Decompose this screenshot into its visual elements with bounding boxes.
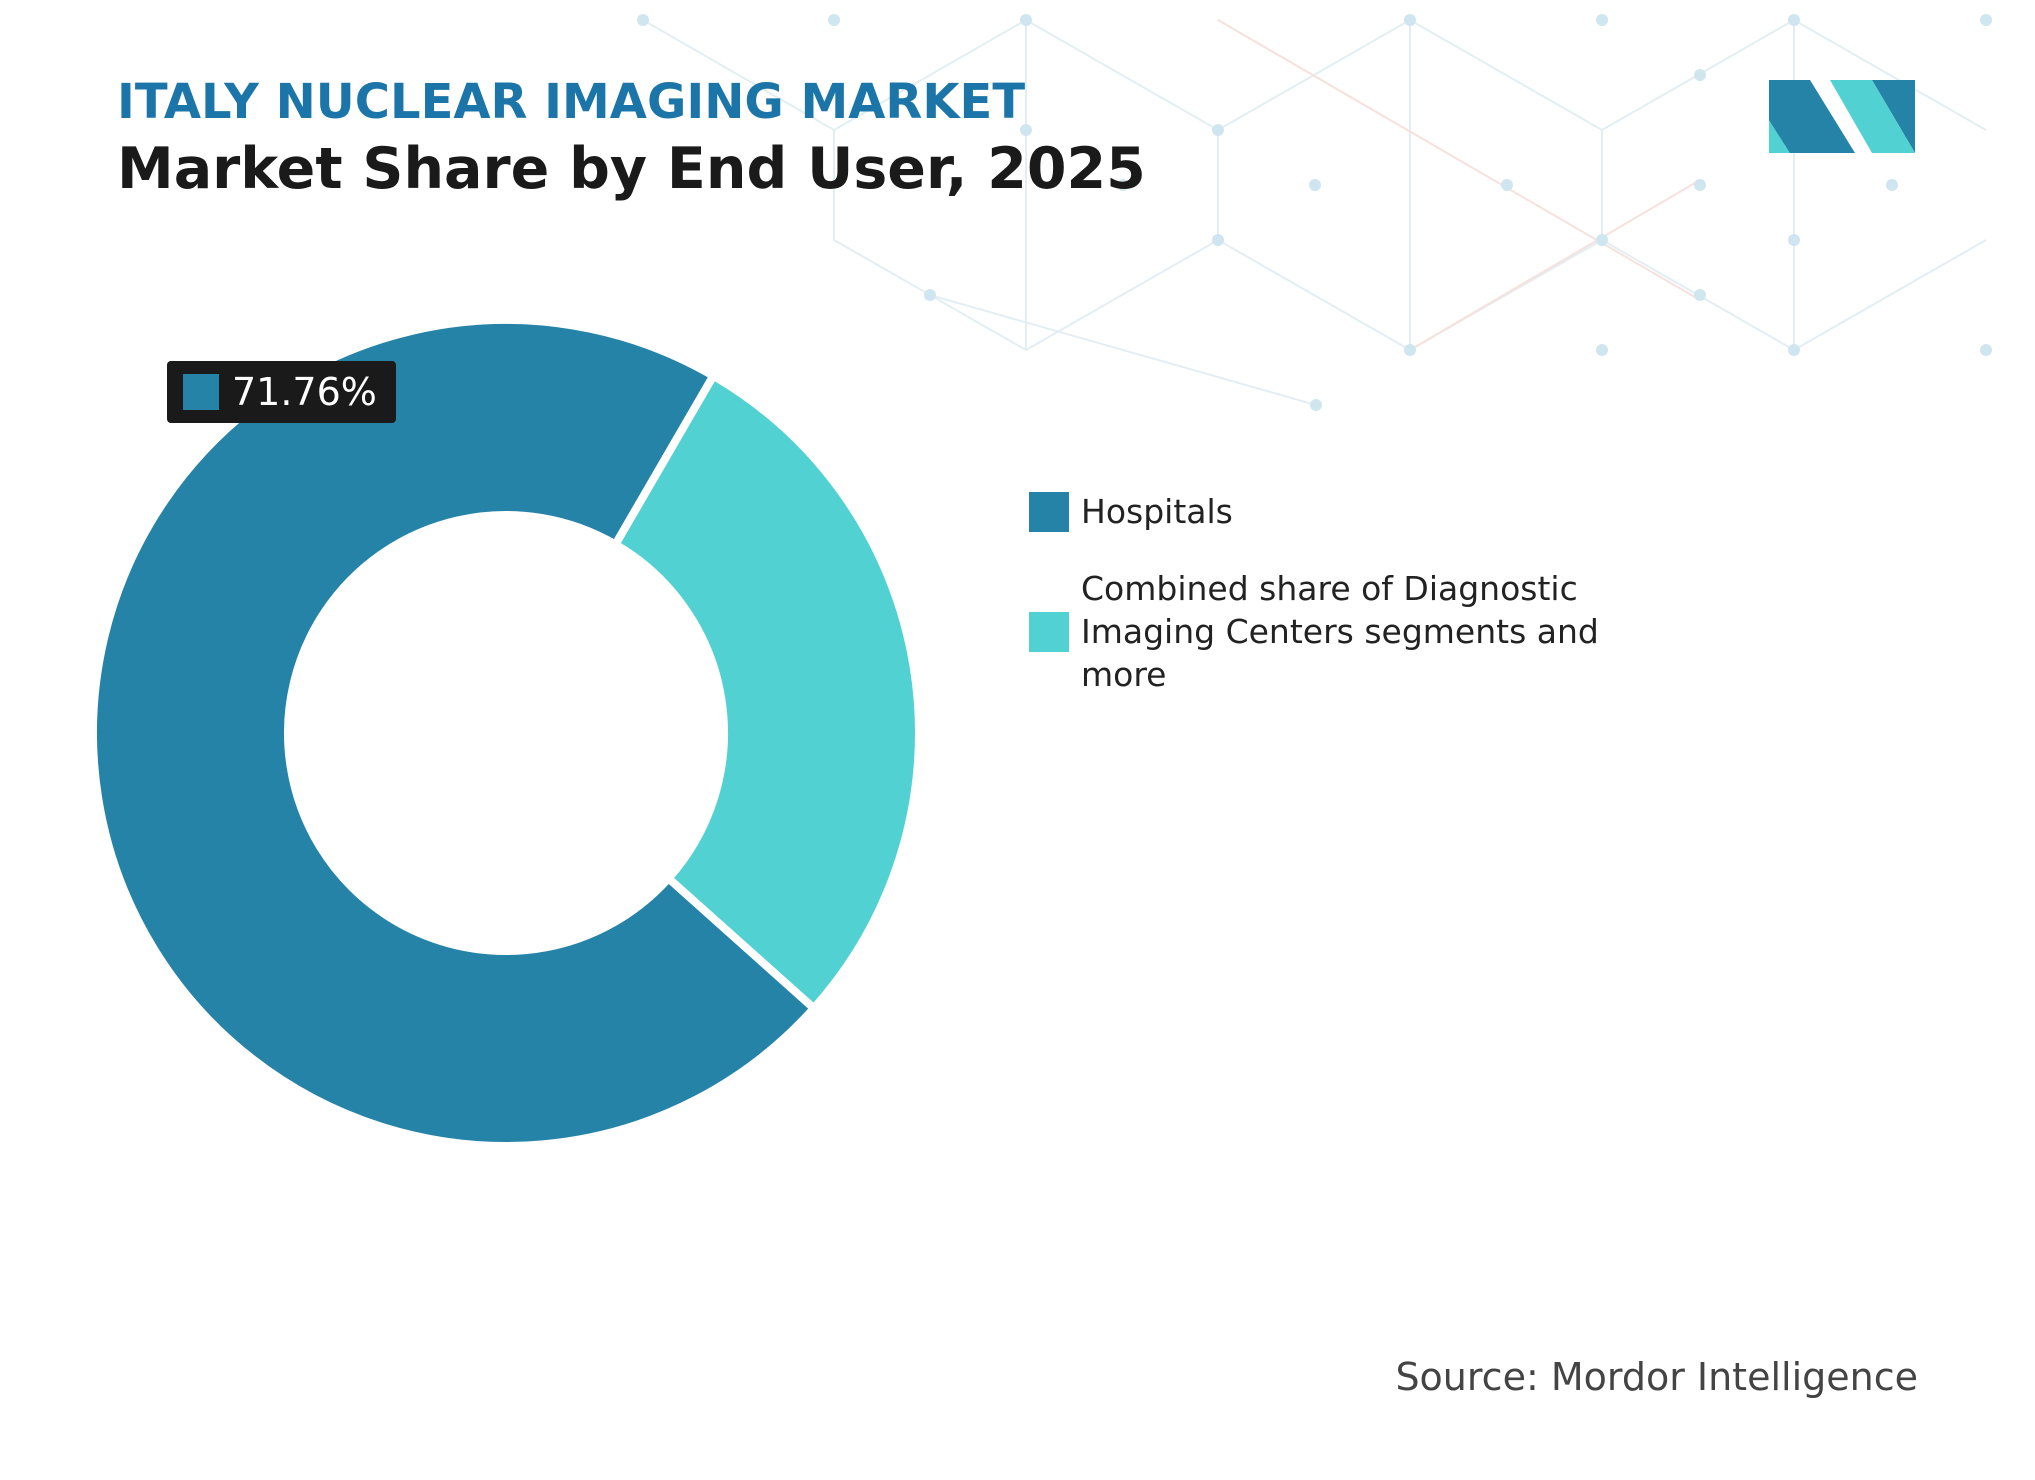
chart-title: Market Share by End User, 2025	[117, 136, 1146, 202]
source: Source: Mordor Intelligence	[1395, 1355, 1918, 1399]
background-dots	[637, 14, 1992, 411]
chart-subtitle: ITALY NUCLEAR IMAGING MARKET	[117, 74, 1025, 130]
logo	[1769, 80, 1915, 153]
legend: Hospitals Combined share of Diagnostic Im…	[1029, 490, 1669, 730]
legend-label: Combined share of Diagnostic Imaging Cen…	[1081, 569, 1599, 694]
value-label-swatch	[183, 374, 219, 410]
legend-item: Hospitals	[1029, 490, 1669, 533]
donut-slice	[89, 316, 820, 1150]
legend-swatch	[1029, 611, 1069, 652]
donut-slice	[609, 370, 923, 1014]
value-label: 71.76%	[232, 370, 377, 414]
donut: 71.76%	[89, 316, 923, 1150]
background-pattern	[642, 18, 1987, 406]
legend-label: Hospitals	[1081, 492, 1233, 531]
value-label-box	[167, 361, 396, 423]
legend-item: Combined share of Diagnostic Imaging Cen…	[1029, 567, 1669, 696]
legend-swatch	[1029, 491, 1069, 532]
